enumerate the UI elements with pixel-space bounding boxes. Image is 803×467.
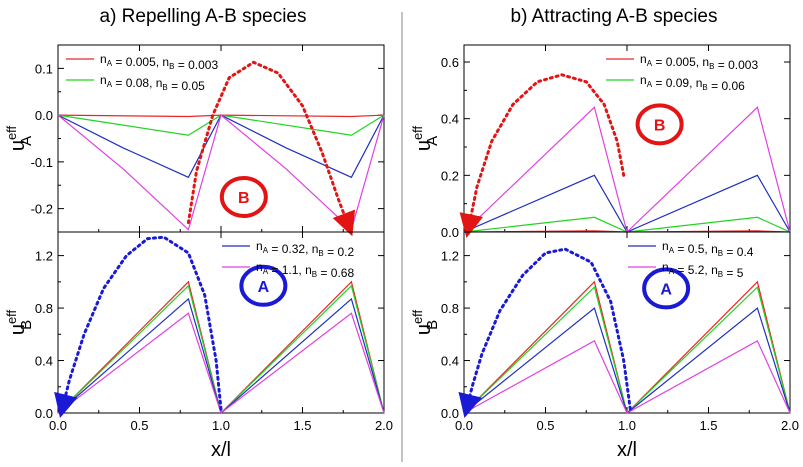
transfer-arrow — [459, 73, 626, 239]
legend-entry: nA = 0.005, nB = 0.003 — [100, 52, 218, 72]
y-axis-label: ueffA — [410, 125, 441, 151]
y-tick-label: 0.8 — [441, 301, 459, 316]
legend-entry: nA = 0.32, nB = 0.2 — [256, 239, 354, 259]
transfer-arrow — [54, 235, 223, 419]
y-tick-label: 0.4 — [441, 354, 459, 369]
y-tick-label: 0.2 — [441, 168, 459, 183]
x-tick-label: 1.0 — [212, 418, 230, 433]
panel-b-title: b) Attracting A-B species — [511, 6, 718, 27]
panel-a-title: a) Repelling A-B species — [100, 6, 307, 27]
x-tick-label: 2.0 — [375, 418, 393, 433]
x-tick-label: 0.5 — [536, 418, 554, 433]
series-line — [57, 114, 385, 136]
y-tick-label: 0.1 — [35, 61, 53, 76]
legend-entry: nA = 0.09, nB = 0.06 — [640, 73, 745, 93]
y-tick-label: -0.1 — [31, 155, 53, 170]
series-line — [463, 340, 791, 414]
species-marker-label: B — [238, 190, 250, 207]
series-line — [463, 174, 791, 233]
x-axis-label: x/l — [211, 439, 231, 461]
species-marker-label: A — [258, 279, 270, 296]
y-tick-label: 0.0 — [35, 406, 53, 421]
plot-frame — [57, 231, 385, 414]
x-tick-label: 1.0 — [618, 418, 636, 433]
y-tick-label: 1.2 — [441, 249, 459, 264]
y-tick-label: 0.4 — [35, 354, 53, 369]
series-line — [57, 312, 385, 414]
species-marker-label: B — [654, 117, 666, 134]
y-tick-label: 0.0 — [35, 108, 53, 123]
y-tick-label: 0.6 — [441, 55, 459, 70]
transfer-arrow — [186, 60, 356, 237]
legend-entry: nA = 5.2, nB = 5 — [662, 260, 744, 280]
plot-frame — [57, 44, 385, 233]
transfer-arrow — [458, 247, 632, 419]
x-tick-label: 0.5 — [130, 418, 148, 433]
y-tick-label: 0.0 — [441, 406, 459, 421]
plot-b_top: 0.0 0.2 0.4 0.6 ueffA BnA = 0.005, nB = 0.003… — [410, 44, 791, 240]
x-tick-label: 0.0 — [49, 418, 67, 433]
x-tick-label: 2.0 — [781, 418, 799, 433]
species-marker-ring — [219, 175, 268, 218]
species-marker-ring — [642, 267, 691, 310]
legend-entry: nA = 1.1, nB = 0.68 — [256, 260, 354, 280]
plot-a_bottom: 0.0 0.4 0.8 1.2 0.0 0.5 1.0 1.5 2.0 x/l ueffB AnA =… — [4, 231, 393, 461]
y-tick-label: 0.8 — [35, 301, 53, 316]
species-marker-ring — [635, 103, 684, 146]
series-line — [463, 106, 791, 234]
x-axis-label: x/l — [617, 439, 637, 461]
species-marker-label: A — [660, 281, 672, 298]
y-axis-label: ueffB — [4, 309, 35, 335]
x-tick-label: 1.5 — [293, 418, 311, 433]
species-marker-ring — [239, 264, 288, 307]
series-line — [463, 280, 791, 415]
y-tick-label: 0.4 — [441, 112, 459, 127]
y-tick-label: -0.2 — [31, 202, 53, 217]
y-axis-label: ueffB — [410, 309, 441, 335]
plot-a_top: -0.2 -0.1 0.0 0.1 ueffA BnA = 0.005, nB = 0.0… — [4, 44, 385, 237]
series-line — [57, 114, 385, 179]
y-tick-label: 0.0 — [441, 225, 459, 240]
y-tick-label: 1.2 — [35, 249, 53, 264]
y-axis-label: ueffA — [4, 125, 35, 151]
legend-entry: nA = 0.5, nB = 0.4 — [662, 239, 754, 259]
series-line — [57, 284, 385, 415]
x-tick-label: 1.5 — [699, 418, 717, 433]
plot-frame — [463, 44, 791, 233]
series-line — [463, 307, 791, 415]
legend-entry: nA = 0.005, nB = 0.003 — [640, 52, 758, 72]
plot-b_bottom: 0.0 0.4 0.8 1.2 0.0 0.5 1.0 1.5 2.0 x/l ueffB AnA =… — [410, 231, 799, 461]
x-tick-label: 0.0 — [455, 418, 473, 433]
legend-entry: nA = 0.08, nB = 0.05 — [100, 73, 205, 93]
